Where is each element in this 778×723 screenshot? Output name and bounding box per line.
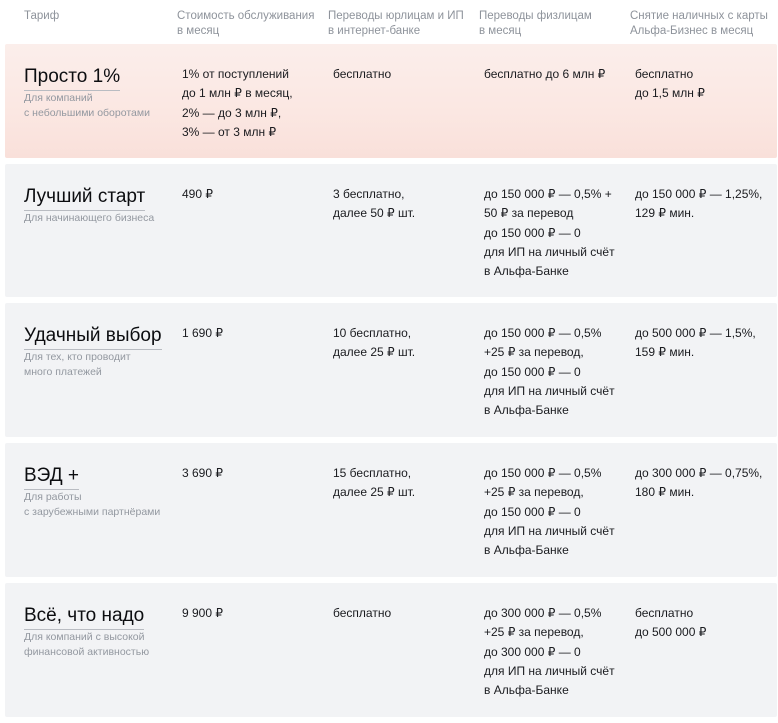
individual-transfers: до 150 000 ₽ — 0,5% +25 ₽ за перевод, до…	[484, 466, 615, 558]
header-service-cost: Стоимость обслуживания в месяц	[177, 10, 315, 37]
legal-transfers: 10 бесплатно, далее 25 ₽ шт.	[333, 326, 416, 360]
tariff-row-ved-plus: ВЭД + Для работы с зарубежными партнёрам…	[5, 443, 777, 577]
service-cost: 9 900 ₽	[182, 606, 223, 620]
header-tariff: Тариф	[24, 10, 60, 22]
tariff-description: Для компаний с небольшими оборотами	[24, 92, 150, 119]
cash-withdrawal: бесплатно до 500 000 ₽	[635, 606, 707, 640]
service-cost: 490 ₽	[182, 187, 213, 201]
service-cost: 3 690 ₽	[182, 466, 223, 480]
tariff-description: Для тех, кто проводит много платежей	[24, 351, 131, 378]
legal-transfers: бесплатно	[333, 606, 392, 620]
tariff-name-link[interactable]: Удачный выбор	[24, 324, 162, 350]
header-legal-transfers: Переводы юрлицам и ИП в интернет-банке	[328, 10, 464, 37]
service-cost: 1 690 ₽	[182, 326, 223, 340]
tariff-row-best-start: Лучший старт Для начинающего бизнеса 490…	[5, 164, 777, 297]
cash-withdrawal: до 300 000 ₽ — 0,75%, 180 ₽ мин.	[635, 466, 763, 500]
cash-withdrawal: до 500 000 ₽ — 1,5%, 159 ₽ мин.	[635, 326, 756, 360]
tariff-row-prosto: Просто 1% Для компаний с небольшими обор…	[5, 44, 777, 158]
header-individual-transfers: Переводы физлицам в месяц	[479, 10, 592, 37]
legal-transfers: 3 бесплатно, далее 50 ₽ шт.	[333, 187, 416, 221]
individual-transfers: до 150 000 ₽ — 0,5% + 50 ₽ за перевод до…	[484, 187, 615, 279]
tariff-name-link[interactable]: Всё, что надо	[24, 604, 145, 630]
header-cash-withdrawal: Снятие наличных с карты Альфа-Бизнес в м…	[630, 10, 768, 37]
legal-transfers: 15 бесплатно, далее 25 ₽ шт.	[333, 466, 416, 500]
tariff-name-link[interactable]: Лучший старт	[24, 185, 146, 211]
tariff-row-everything: Всё, что надо Для компаний с высокой фин…	[5, 583, 777, 717]
individual-transfers: до 150 000 ₽ — 0,5% +25 ₽ за перевод, до…	[484, 326, 615, 418]
tariff-row-lucky-choice: Удачный выбор Для тех, кто проводит мног…	[5, 303, 777, 437]
tariff-description: Для работы с зарубежными партнёрами	[24, 491, 161, 518]
tariff-name-link[interactable]: ВЭД +	[24, 464, 79, 490]
individual-transfers: бесплатно до 6 млн ₽	[484, 67, 606, 81]
tariff-description: Для начинающего бизнеса	[24, 212, 155, 224]
tariff-description: Для компаний с высокой финансовой активн…	[24, 631, 150, 658]
legal-transfers: бесплатно	[333, 67, 392, 81]
tariff-name-link[interactable]: Просто 1%	[24, 65, 121, 91]
service-cost: 1% от поступлений до 1 млн ₽ в месяц, 2%…	[182, 67, 293, 139]
individual-transfers: до 300 000 ₽ — 0,5% +25 ₽ за перевод, до…	[484, 606, 615, 698]
table-header: Тариф Стоимость обслуживания в месяц Пер…	[0, 0, 778, 44]
cash-withdrawal: до 150 000 ₽ — 1,25%, 129 ₽ мин.	[635, 187, 763, 221]
cash-withdrawal: бесплатно до 1,5 млн ₽	[635, 67, 705, 101]
